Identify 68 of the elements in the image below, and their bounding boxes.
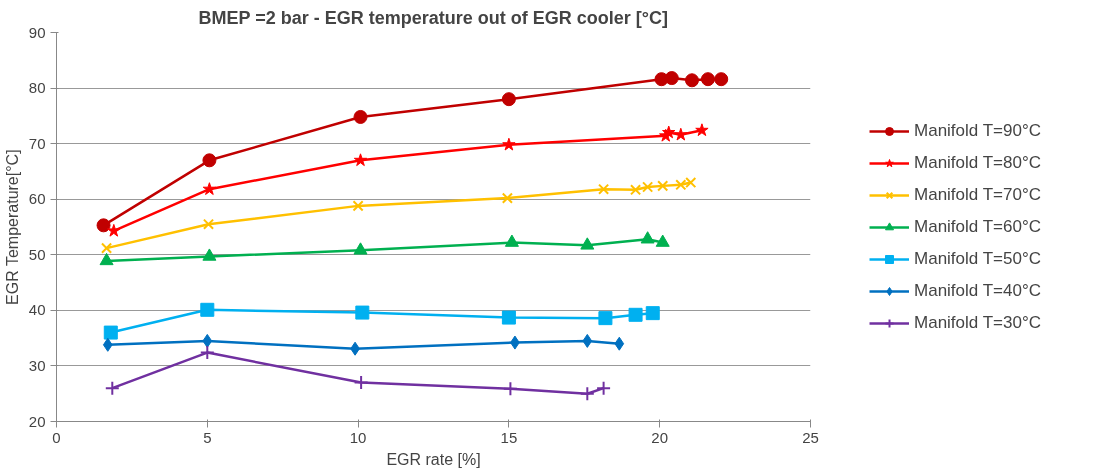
y-tick-label: 40 [28,301,46,319]
y-tick-label: 60 [28,190,46,208]
point [202,248,217,261]
point [502,381,518,397]
legend-label: Manifold T=70°C [914,184,1041,205]
point [501,92,516,107]
point [355,305,370,320]
point [103,325,118,340]
point [664,71,679,86]
point [596,380,612,396]
x-tick-label: 20 [651,428,669,446]
point [102,337,113,352]
legend-label: Manifold T=40°C [914,280,1041,301]
legend-label: Manifold T=80°C [914,152,1041,173]
point [99,252,114,266]
legend-label: Manifold T=60°C [914,216,1041,237]
x-axis-title: EGR rate [%] [386,450,481,468]
point [684,73,699,88]
legend-label: Manifold T=50°C [914,248,1041,269]
point [695,123,709,137]
point [504,234,519,247]
point [200,302,215,317]
point [202,218,215,230]
y-tick-label: 30 [28,356,46,374]
y-tick-label: 80 [28,79,46,97]
x-tick-label: 0 [52,428,61,446]
point [645,306,660,321]
point [104,380,120,396]
point [579,386,595,402]
point [353,375,369,391]
point [655,234,670,247]
point [501,192,513,204]
x-tick-label: 5 [203,428,212,446]
point [353,242,368,255]
point [100,242,113,254]
point [700,72,715,87]
y-tick-label: 50 [28,245,46,263]
chart-title: BMEP =2 bar - EGR temperature out of EGR cooler [°C] [198,7,669,28]
x-tick-label: 25 [802,428,819,446]
y-tick-label: 70 [28,134,46,152]
point [96,218,111,233]
point [199,345,215,361]
point [202,333,213,348]
point [614,336,625,351]
y-tick-label: 90 [28,23,46,41]
point [580,237,595,250]
point [598,311,613,326]
point [674,127,688,141]
point [202,182,217,195]
legend-label: Manifold T=30°C [914,312,1041,333]
point [501,310,516,325]
x-tick-label: 10 [349,428,367,446]
point [657,180,669,192]
y-tick-label: 20 [28,412,46,430]
point [202,153,217,168]
point [714,72,729,87]
point [582,333,593,348]
point [353,109,368,124]
point [502,137,516,151]
point [352,200,364,212]
point [598,183,610,195]
point [628,307,643,322]
point [640,231,655,244]
x-tick-label: 15 [500,428,518,446]
point [353,153,368,167]
point [107,223,121,237]
legend-label: Manifold T=90°C [914,120,1041,141]
y-axis-title: EGR Temperature[°C] [3,149,21,305]
